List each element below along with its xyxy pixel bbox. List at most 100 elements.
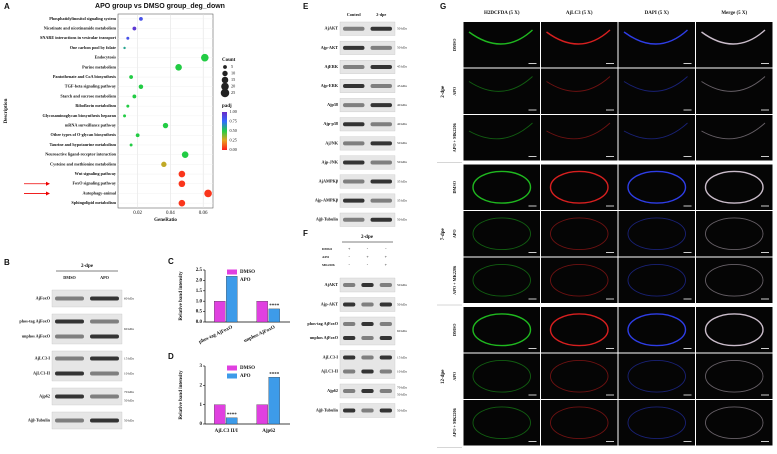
image-signal (627, 313, 687, 347)
band (370, 179, 392, 184)
image-signal (472, 313, 532, 347)
band (343, 322, 356, 326)
legend-label: 5 (231, 64, 233, 69)
legend-size (222, 70, 228, 77)
dot (123, 46, 126, 50)
image-signal (705, 406, 764, 440)
category-label: Cysteine and methionine metabolism (50, 161, 116, 166)
category-label: Wnt signaling pathway (75, 171, 117, 176)
micrograph (618, 257, 695, 303)
image-signal (627, 263, 686, 297)
blot-label: AjAKT (325, 282, 339, 287)
blot-frame (339, 40, 396, 55)
treatment-label: APO (322, 255, 330, 259)
micrograph (618, 22, 695, 68)
band (55, 418, 84, 423)
bar (256, 404, 268, 425)
image-signal (701, 76, 766, 92)
kda-marker: 50 kDa (397, 27, 407, 31)
plot-area (117, 13, 214, 209)
kda-marker: 50 kDa (397, 218, 407, 222)
legend-label: APO (240, 374, 251, 379)
band (379, 283, 392, 287)
blot-header: 2-dpe (361, 235, 374, 240)
image-signal (704, 313, 764, 347)
image-signal (472, 217, 531, 251)
legend-label: DMSO (240, 270, 255, 275)
x-tick-label: 0.02 (133, 211, 142, 216)
kda-marker: 10 kDa (124, 371, 134, 375)
channel-header: DAPI (5 X) (645, 11, 669, 16)
blot-label: AjLC3-I (35, 355, 51, 360)
channel-header: Merge (5 X) (721, 11, 747, 16)
dot (175, 64, 182, 71)
blot-label: Ajp-JNK (321, 159, 338, 164)
legend-size (221, 82, 229, 91)
y-tick-label: 2.0 (196, 279, 203, 284)
band (343, 283, 356, 287)
kda-marker: 50 kDa (397, 283, 407, 287)
category-label: Riboflavin metabolism (75, 103, 116, 108)
blot-frame (339, 174, 396, 189)
legend-label: APO (240, 278, 251, 283)
image-signal (701, 29, 766, 45)
micrograph (541, 211, 618, 257)
micrograph (541, 22, 618, 68)
panel-label: D (168, 352, 174, 361)
blot-label: phos-tag AjFoxO (307, 321, 338, 326)
dot (201, 53, 209, 62)
band (90, 296, 119, 301)
blot-label: Ajp62 (327, 388, 338, 393)
micrograph (618, 400, 695, 446)
micrograph (618, 353, 695, 399)
blot-label: AjLC3-I (323, 354, 339, 359)
image-signal (472, 359, 531, 393)
treatment-label: APO + MK2206 (452, 408, 457, 437)
image-signal (623, 76, 688, 92)
micrograph (463, 68, 540, 114)
band (361, 369, 374, 374)
kda-marker: 50 kDa (397, 46, 407, 50)
band (379, 355, 392, 360)
y-axis-label: Relative band intensity (179, 370, 184, 420)
blot-label: AjLC3-II (33, 370, 50, 375)
blot-label: Ajp-AKT (321, 301, 338, 306)
band (343, 302, 356, 307)
dot (129, 143, 133, 147)
dot (162, 122, 169, 129)
category-label: Autophagy-animal (82, 190, 116, 195)
x-tick-label: unphos AjFoxO (243, 325, 276, 344)
category-label: Sphingolipid metabolism (71, 200, 116, 205)
category-label: Endocytosis (95, 55, 117, 60)
dot (135, 133, 140, 138)
channel-header: H2DCFDA (5 X) (484, 11, 520, 16)
band (379, 302, 392, 307)
band (370, 141, 392, 146)
category-label: Pantothenate and CoA biosynthesis (53, 74, 117, 79)
micrograph (463, 257, 540, 303)
band (379, 336, 392, 340)
blot-label: Ajp-p38 (323, 121, 338, 126)
legend-label: 25 (231, 90, 235, 95)
dot (126, 36, 130, 40)
treatment-label: MK2206 (322, 263, 335, 267)
colorbar-label: 0.25 (230, 137, 237, 142)
band (361, 283, 374, 287)
image-signal (623, 29, 688, 45)
blot-frame (339, 316, 396, 346)
blot-label: Ajβ-Tubulin (316, 407, 339, 412)
band (90, 319, 119, 324)
micrograph (696, 257, 773, 303)
kda-marker: 10 kDa (397, 369, 407, 373)
kda-marker: 35 kDa (397, 179, 407, 183)
dot (138, 84, 144, 89)
group-label: 12-dpe (441, 369, 446, 384)
micrograph (696, 115, 773, 161)
blot-label: Ajβ-Tubulin (316, 217, 339, 222)
x-axis-label: GeneRatio (154, 218, 177, 223)
category-label: Glycosaminoglycan biosynthesis heparan (42, 113, 116, 118)
lane-label: 2-dpe (376, 12, 386, 17)
image-signal (701, 122, 766, 140)
panel-label: E (303, 2, 309, 11)
band (370, 103, 392, 108)
